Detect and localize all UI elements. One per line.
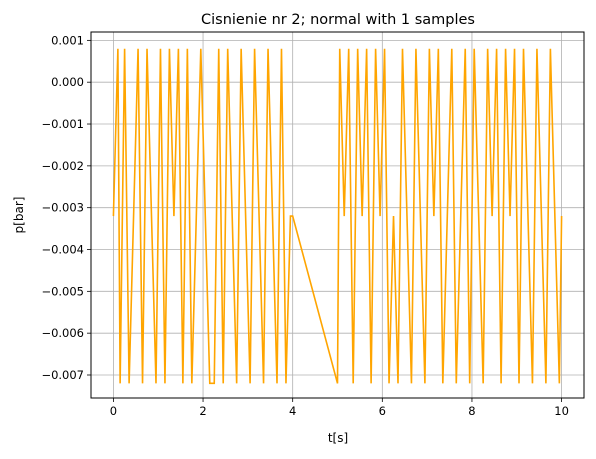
y-tick-label: −0.002 (41, 159, 84, 173)
y-tick-label: −0.005 (41, 284, 84, 298)
x-ticks: 0 2 4 6 8 10 (110, 398, 569, 418)
y-axis-label: p[bar] (12, 197, 26, 234)
x-axis-label: t[s] (328, 431, 348, 445)
chart-title: Cisnienie nr 2; normal with 1 samples (201, 12, 475, 28)
series-line (112, 48, 563, 385)
y-tick-label: −0.006 (41, 326, 84, 340)
y-tick-label: −0.003 (41, 201, 84, 215)
y-tick-label: −0.001 (41, 117, 84, 131)
y-tick-label: −0.004 (41, 243, 84, 257)
x-tick-label: 0 (110, 404, 117, 418)
x-tick-label: 10 (554, 404, 569, 418)
x-tick-label: 6 (379, 404, 386, 418)
x-tick-label: 8 (468, 404, 475, 418)
y-ticks: 0.001 0.000 −0.001 −0.002 −0.003 −0.004 −0.005… (41, 33, 91, 382)
y-tick-label: −0.007 (41, 368, 84, 382)
plot-frame (90, 31, 585, 399)
y-tick-label: 0.000 (51, 75, 84, 89)
x-tick-label: 4 (289, 404, 296, 418)
x-tick-label: 2 (199, 404, 206, 418)
series-layer (112, 48, 563, 385)
y-tick-label: 0.001 (51, 33, 84, 47)
